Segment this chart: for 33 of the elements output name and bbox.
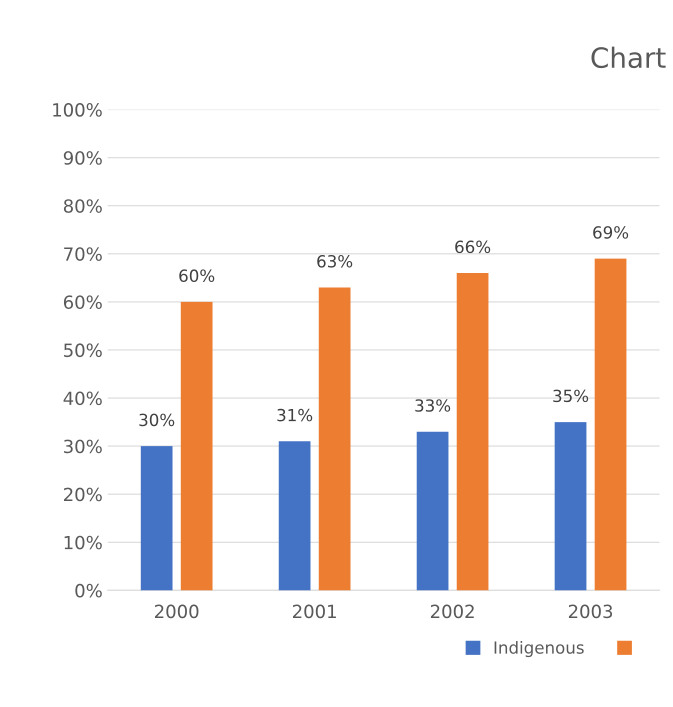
bar	[594, 258, 626, 590]
bar	[180, 302, 213, 590]
y-tick-label: 100%	[53, 103, 102, 117]
bar	[318, 287, 350, 590]
legend-label: Indigenous	[494, 640, 584, 658]
y-tick-label: 70%	[64, 247, 102, 261]
bar	[456, 273, 488, 590]
bar	[140, 446, 173, 590]
x-tick-label: 2001	[292, 604, 336, 618]
data-label: 31%	[277, 408, 312, 422]
data-label: 33%	[415, 399, 450, 412]
y-tick-label: 30%	[64, 440, 102, 454]
y-tick-label: 50%	[64, 343, 102, 358]
data-label: 30%	[139, 414, 174, 426]
data-label: 35%	[553, 390, 588, 402]
y-tick-label: 20%	[64, 488, 102, 502]
x-tick-label: 2003	[568, 604, 612, 618]
data-label: 69%	[593, 226, 628, 239]
data-label: 60%	[179, 269, 214, 282]
y-tick-label: 40%	[64, 392, 102, 406]
data-label: 66%	[455, 240, 490, 254]
y-tick-label: 60%	[64, 295, 102, 310]
y-tick-label: 90%	[64, 151, 102, 165]
y-tick-label: 10%	[64, 536, 102, 550]
y-tick-label: 0%	[75, 584, 102, 598]
data-label: 63%	[317, 254, 352, 268]
bar	[554, 422, 586, 590]
bar	[278, 441, 310, 590]
x-tick-label: 2002	[430, 604, 474, 618]
x-tick-label: 2000	[155, 604, 198, 618]
bar	[416, 432, 448, 590]
chart-title: Chart	[591, 46, 666, 68]
y-tick-label: 80%	[64, 199, 102, 213]
